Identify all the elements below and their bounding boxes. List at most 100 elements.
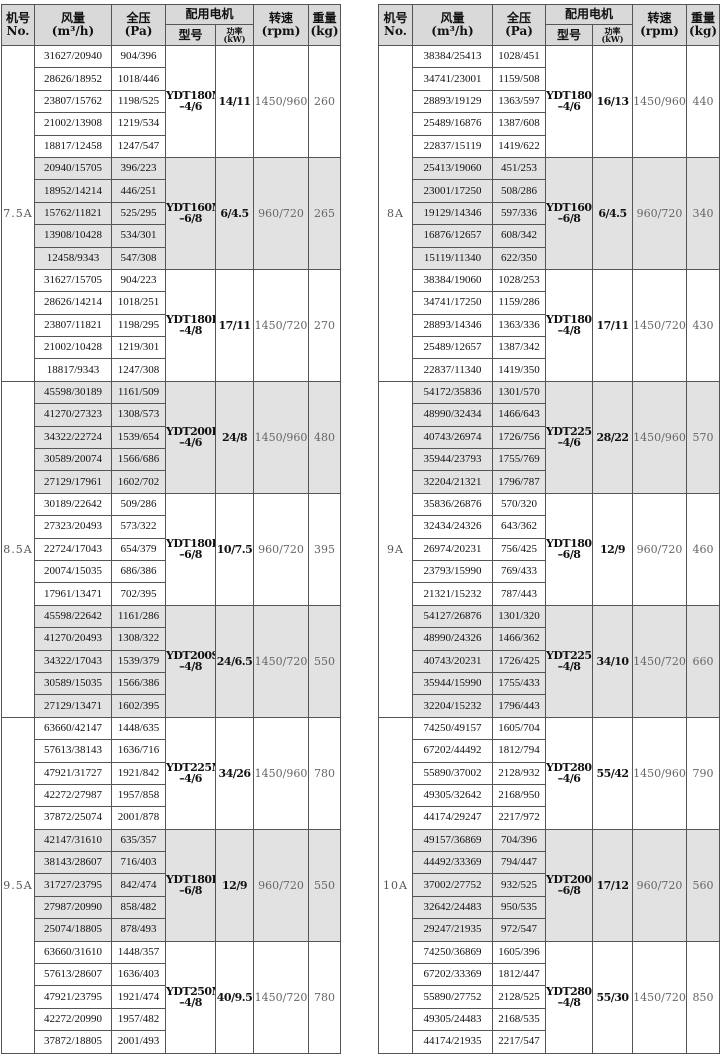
airflow-cell: 25489/16876 bbox=[412, 112, 493, 136]
table-row: 40743/20231 1726/425 bbox=[379, 649, 720, 673]
airflow-cell: 15762/11821 bbox=[34, 201, 112, 226]
pressure-cell: 1308/573 bbox=[111, 403, 166, 427]
airflow-cell: 32434/24326 bbox=[412, 515, 493, 539]
pressure-cell: 842/474 bbox=[111, 873, 166, 897]
header-pressure: 全压 (Pa) bbox=[492, 4, 546, 46]
airflow-cell: 44174/21935 bbox=[412, 1030, 493, 1054]
airflow-cell: 55890/37002 bbox=[412, 761, 493, 785]
table-row: 30589/20074 1566/686 bbox=[2, 448, 341, 472]
header-flow-unit: (m³/h) bbox=[431, 24, 474, 38]
weight-cell: 265 bbox=[308, 156, 342, 270]
header-flow-label: 风量 bbox=[60, 11, 85, 25]
speed-cell: 960/720 bbox=[253, 492, 310, 606]
airflow-cell: 74250/36869 bbox=[412, 940, 493, 965]
airflow-cell: 35836/26876 bbox=[412, 492, 493, 517]
airflow-cell: 23001/17250 bbox=[412, 179, 493, 203]
airflow-cell: 27987/20990 bbox=[34, 895, 112, 920]
motor-model: YDT180L bbox=[166, 537, 216, 551]
header-row: 机号 No. 风量 (m³/h) 全压 (Pa) 配用电机 转速 (rpm) 重量 (kg… bbox=[378, 4, 720, 46]
pressure-cell: 1466/362 bbox=[492, 627, 546, 651]
pressure-cell: 1363/336 bbox=[492, 313, 546, 338]
header-no: 机号 No. bbox=[1, 4, 35, 46]
airflow-cell: 18952/14214 bbox=[34, 179, 112, 203]
motor-model: YDT180L bbox=[546, 89, 592, 103]
airflow-cell: 18817/12458 bbox=[34, 134, 112, 158]
speed-cell: 1450/720 bbox=[253, 940, 310, 1054]
airflow-cell: 25489/12657 bbox=[412, 336, 493, 360]
pressure-cell: 525/295 bbox=[111, 201, 166, 226]
pressure-cell: 396/223 bbox=[111, 156, 166, 181]
motor-model: YDT180L bbox=[166, 313, 216, 327]
speed-cell: 1450/720 bbox=[632, 268, 688, 382]
motor-model-cell: YDT180L–6/8 bbox=[545, 492, 593, 606]
header-weight-label: 重量 bbox=[691, 11, 716, 25]
pressure-cell: 534/301 bbox=[111, 224, 166, 248]
airflow-cell: 30589/15035 bbox=[34, 671, 112, 696]
airflow-cell: 45598/22642 bbox=[34, 604, 112, 629]
table-row: 8A38384/254131028/451YDT180L–4/616/13145… bbox=[378, 44, 720, 382]
header-motor-label: 配用电机 bbox=[185, 7, 234, 21]
table-row: 57613/38143 1636/716 bbox=[2, 739, 341, 763]
header-weight: 重量 (kg) bbox=[308, 4, 342, 46]
table-row: 30589/15035 1566/386 bbox=[2, 671, 341, 696]
airflow-cell: 41270/20493 bbox=[34, 627, 112, 651]
airflow-cell: 63660/31610 bbox=[34, 940, 112, 965]
airflow-cell: 17961/13471 bbox=[34, 582, 112, 606]
header-model-label: 型号 bbox=[178, 27, 203, 42]
airflow-cell: 38143/28607 bbox=[34, 851, 112, 875]
table-row: 42272/27987 1957/858 bbox=[2, 783, 341, 808]
motor-model: YDT200S bbox=[166, 649, 216, 663]
airflow-cell: 23793/15990 bbox=[412, 559, 493, 584]
pressure-cell: 1448/357 bbox=[111, 940, 166, 965]
weight-cell: 270 bbox=[308, 268, 342, 382]
pressure-cell: 2001/493 bbox=[111, 1030, 166, 1054]
speed-cell: 1450/960 bbox=[632, 716, 688, 830]
table-row: 35836/26876570/320YDT180L–6/812/9960/720… bbox=[379, 492, 720, 606]
motor-model: YDT180M bbox=[166, 89, 215, 103]
table-row: 45598/22642 1161/286 YDT200S –4/8 24/6.5 1450… bbox=[2, 604, 342, 718]
motor-model: YDT280S bbox=[546, 761, 592, 775]
motor-poles: –6/8 bbox=[557, 212, 581, 226]
model-number: 9.5A bbox=[1, 716, 35, 1054]
weight-cell: 850 bbox=[686, 940, 720, 1054]
table-row: 28893/14346 1363/336 bbox=[379, 313, 720, 338]
pressure-cell: 1812/447 bbox=[492, 963, 546, 987]
pressure-cell: 756/425 bbox=[492, 537, 546, 561]
airflow-cell: 55890/27752 bbox=[412, 985, 493, 1009]
weight-cell: 480 bbox=[308, 380, 342, 494]
airflow-cell: 30189/22642 bbox=[34, 492, 112, 517]
speed-cell: 1450/960 bbox=[253, 716, 310, 830]
table-row: 25413/19060451/253YDT160M–6/86/4.5960/72… bbox=[379, 156, 720, 270]
airflow-cell: 38384/25413 bbox=[412, 44, 493, 69]
pressure-cell: 1796/443 bbox=[492, 694, 546, 718]
pressure-cell: 1363/597 bbox=[492, 89, 546, 114]
airflow-cell: 47921/23795 bbox=[34, 985, 112, 1009]
model-number: 8.5A bbox=[1, 380, 35, 718]
pressure-cell: 1605/704 bbox=[492, 716, 546, 741]
airflow-cell: 12458/9343 bbox=[34, 246, 112, 270]
header-row: 机号 No. 风量 (m³/h) 全压 (Pa) 配用电机 转速 (rpm) 重量 (kg… bbox=[1, 4, 342, 46]
motor-power-cell: 12/9 bbox=[214, 828, 255, 942]
speed-cell: 1450/720 bbox=[253, 268, 310, 382]
pressure-cell: 446/251 bbox=[111, 179, 166, 203]
header-speed-label: 转速 bbox=[269, 11, 294, 25]
airflow-cell: 15119/11340 bbox=[412, 246, 493, 270]
header-speed: 转速 (rpm) bbox=[253, 4, 310, 46]
header-power-label: 功率 bbox=[226, 26, 243, 36]
motor-model-cell: YDT200S –4/8 bbox=[165, 604, 216, 718]
motor-power-cell: 6/4.5 bbox=[214, 156, 255, 270]
header-pressure-unit: (Pa) bbox=[124, 24, 153, 38]
table-row: 23807/11821 1198/295 bbox=[2, 313, 341, 338]
airflow-cell: 23807/15762 bbox=[34, 89, 112, 114]
table-row: 74250/368691605/396YDT280S–4/855/301450/… bbox=[379, 940, 720, 1054]
header-motor: 配用电机 bbox=[164, 4, 255, 25]
pressure-cell: 573/322 bbox=[111, 515, 166, 539]
header-model: 型号 bbox=[165, 24, 216, 46]
airflow-cell: 67202/44492 bbox=[412, 739, 493, 763]
pressure-cell: 2217/972 bbox=[492, 806, 546, 830]
motor-model-cell: YDT160M–6/8 bbox=[545, 156, 593, 270]
airflow-cell: 44174/29247 bbox=[412, 806, 493, 830]
weight-cell: 560 bbox=[686, 828, 720, 942]
airflow-cell: 42272/27987 bbox=[34, 783, 112, 808]
header-pressure: 全压 (Pa) bbox=[111, 4, 166, 46]
